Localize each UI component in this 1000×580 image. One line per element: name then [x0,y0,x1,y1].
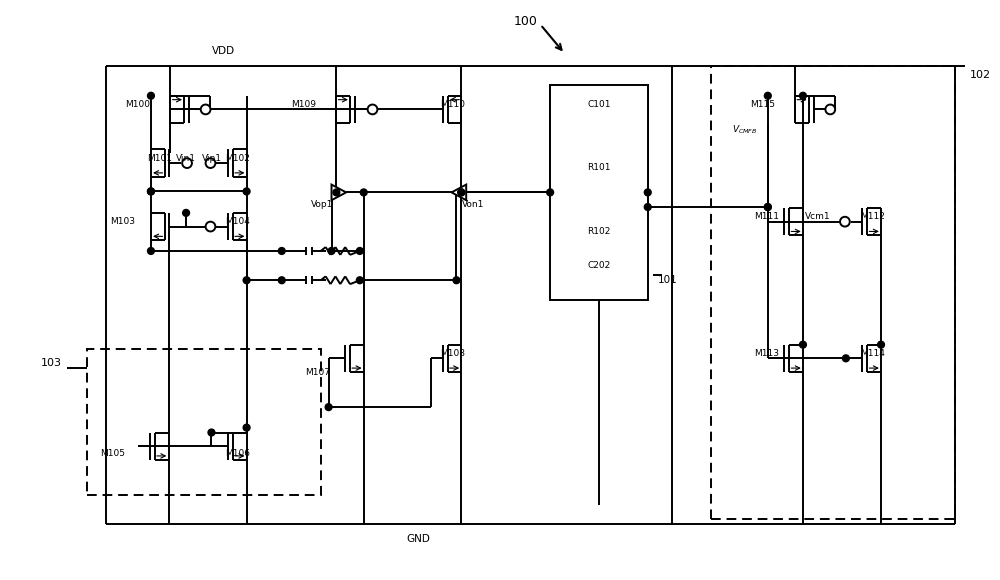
Polygon shape [452,184,466,200]
Circle shape [208,429,215,436]
Circle shape [764,204,771,211]
Circle shape [148,92,154,99]
Circle shape [206,222,215,231]
Circle shape [764,204,771,211]
Text: M104: M104 [225,217,250,226]
Text: M111: M111 [755,212,780,222]
Circle shape [800,341,806,348]
Bar [87,349,321,495]
Circle shape [840,217,850,227]
Text: C101: C101 [587,100,611,109]
Text: 100: 100 [514,15,538,28]
Circle shape [148,188,154,195]
Text: M107: M107 [306,368,331,378]
Circle shape [842,355,849,362]
Circle shape [333,189,340,196]
Circle shape [644,189,651,196]
Circle shape [800,92,806,99]
Text: M115: M115 [750,100,775,109]
Circle shape [206,158,215,168]
Circle shape [360,189,367,196]
Circle shape [243,424,250,431]
Bar [550,85,648,300]
Circle shape [547,189,554,196]
Text: M114: M114 [860,349,885,358]
Text: 103: 103 [41,358,62,368]
Text: R101: R101 [587,164,611,172]
Circle shape [183,209,189,216]
Text: Vip1: Vip1 [202,154,222,163]
Text: $V_{CMFB}$: $V_{CMFB}$ [732,124,758,136]
Circle shape [825,104,835,114]
Circle shape [278,248,285,255]
Text: 101: 101 [657,276,677,285]
Text: VDD: VDD [212,46,235,56]
Text: M106: M106 [225,450,250,458]
Text: R102: R102 [587,227,611,236]
Text: Von1: Von1 [462,200,484,209]
Circle shape [328,248,335,255]
Circle shape [182,158,192,168]
Circle shape [356,248,363,255]
Text: M102: M102 [225,154,250,163]
Text: M112: M112 [860,212,885,222]
Text: 102: 102 [970,70,991,80]
Circle shape [148,248,154,255]
Circle shape [764,92,771,99]
Circle shape [458,189,465,196]
Text: M109: M109 [291,100,316,109]
Circle shape [148,188,154,195]
Text: GND: GND [406,534,430,544]
Circle shape [201,104,210,114]
Polygon shape [332,184,346,200]
Circle shape [356,277,363,284]
Text: M103: M103 [110,217,135,226]
Circle shape [644,204,651,211]
Text: M105: M105 [101,450,126,458]
Text: Vin1: Vin1 [176,154,196,163]
Circle shape [243,188,250,195]
Bar [711,66,955,519]
Text: M101: M101 [147,154,172,163]
Circle shape [368,104,377,114]
Text: M100: M100 [125,100,150,109]
Circle shape [453,277,460,284]
Text: C202: C202 [587,261,611,270]
Text: Vop1: Vop1 [311,200,333,209]
Text: M108: M108 [440,349,465,358]
Circle shape [243,277,250,284]
Text: Vcm1: Vcm1 [805,212,830,222]
Circle shape [325,404,332,411]
Circle shape [278,277,285,284]
Text: M113: M113 [755,349,780,358]
Text: M110: M110 [440,100,465,109]
Circle shape [458,189,465,196]
Circle shape [878,341,884,348]
